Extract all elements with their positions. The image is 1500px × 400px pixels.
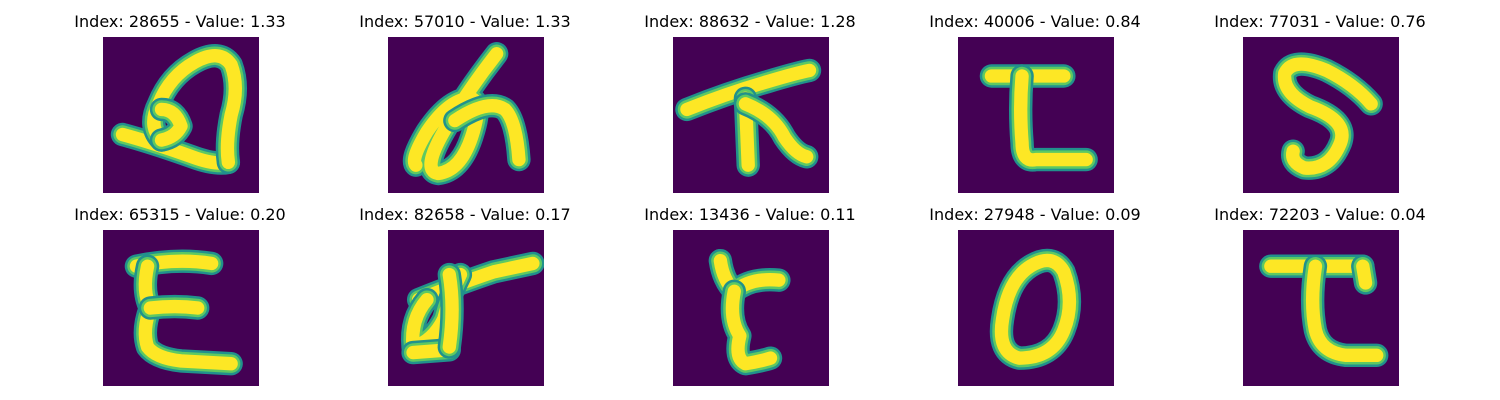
glyph-stroke — [1277, 57, 1378, 175]
panel-title: Index: 65315 - Value: 0.20 — [74, 205, 286, 224]
panel-title: Index: 77031 - Value: 0.76 — [1214, 12, 1426, 31]
panel-title: Index: 28655 - Value: 1.33 — [74, 12, 286, 31]
glyph-stroke — [448, 99, 526, 167]
glyph-stroke — [1305, 259, 1384, 363]
character-image — [958, 230, 1114, 386]
glyph-stroke — [725, 284, 778, 371]
character-image — [103, 37, 259, 193]
character-image — [388, 230, 544, 386]
panel-title: Index: 27948 - Value: 0.09 — [929, 205, 1141, 224]
character-image — [673, 230, 829, 386]
glyph-stroke — [154, 102, 188, 147]
glyph-stroke — [1014, 69, 1093, 167]
glyph-stroke — [994, 253, 1077, 365]
character-image — [1243, 37, 1399, 193]
glyph-stroke — [442, 267, 459, 354]
glyph-stroke — [138, 259, 238, 371]
glyph-stroke — [680, 63, 817, 117]
character-image — [388, 37, 544, 193]
panel-title: Index: 88632 - Value: 1.28 — [644, 12, 856, 31]
glyph-stroke — [143, 299, 205, 315]
panel-title: Index: 82658 - Value: 0.17 — [359, 205, 571, 224]
glyph-stroke — [1356, 259, 1373, 290]
character-image — [958, 37, 1114, 193]
panel-title: Index: 13436 - Value: 0.11 — [644, 205, 856, 224]
glyph-stroke — [738, 97, 814, 164]
panel-title: Index: 72203 - Value: 0.04 — [1214, 205, 1426, 224]
character-image — [673, 37, 829, 193]
panel-title: Index: 40006 - Value: 0.84 — [929, 12, 1141, 31]
character-image — [103, 230, 259, 386]
panel-title: Index: 57010 - Value: 1.33 — [359, 12, 571, 31]
character-image — [1243, 230, 1399, 386]
